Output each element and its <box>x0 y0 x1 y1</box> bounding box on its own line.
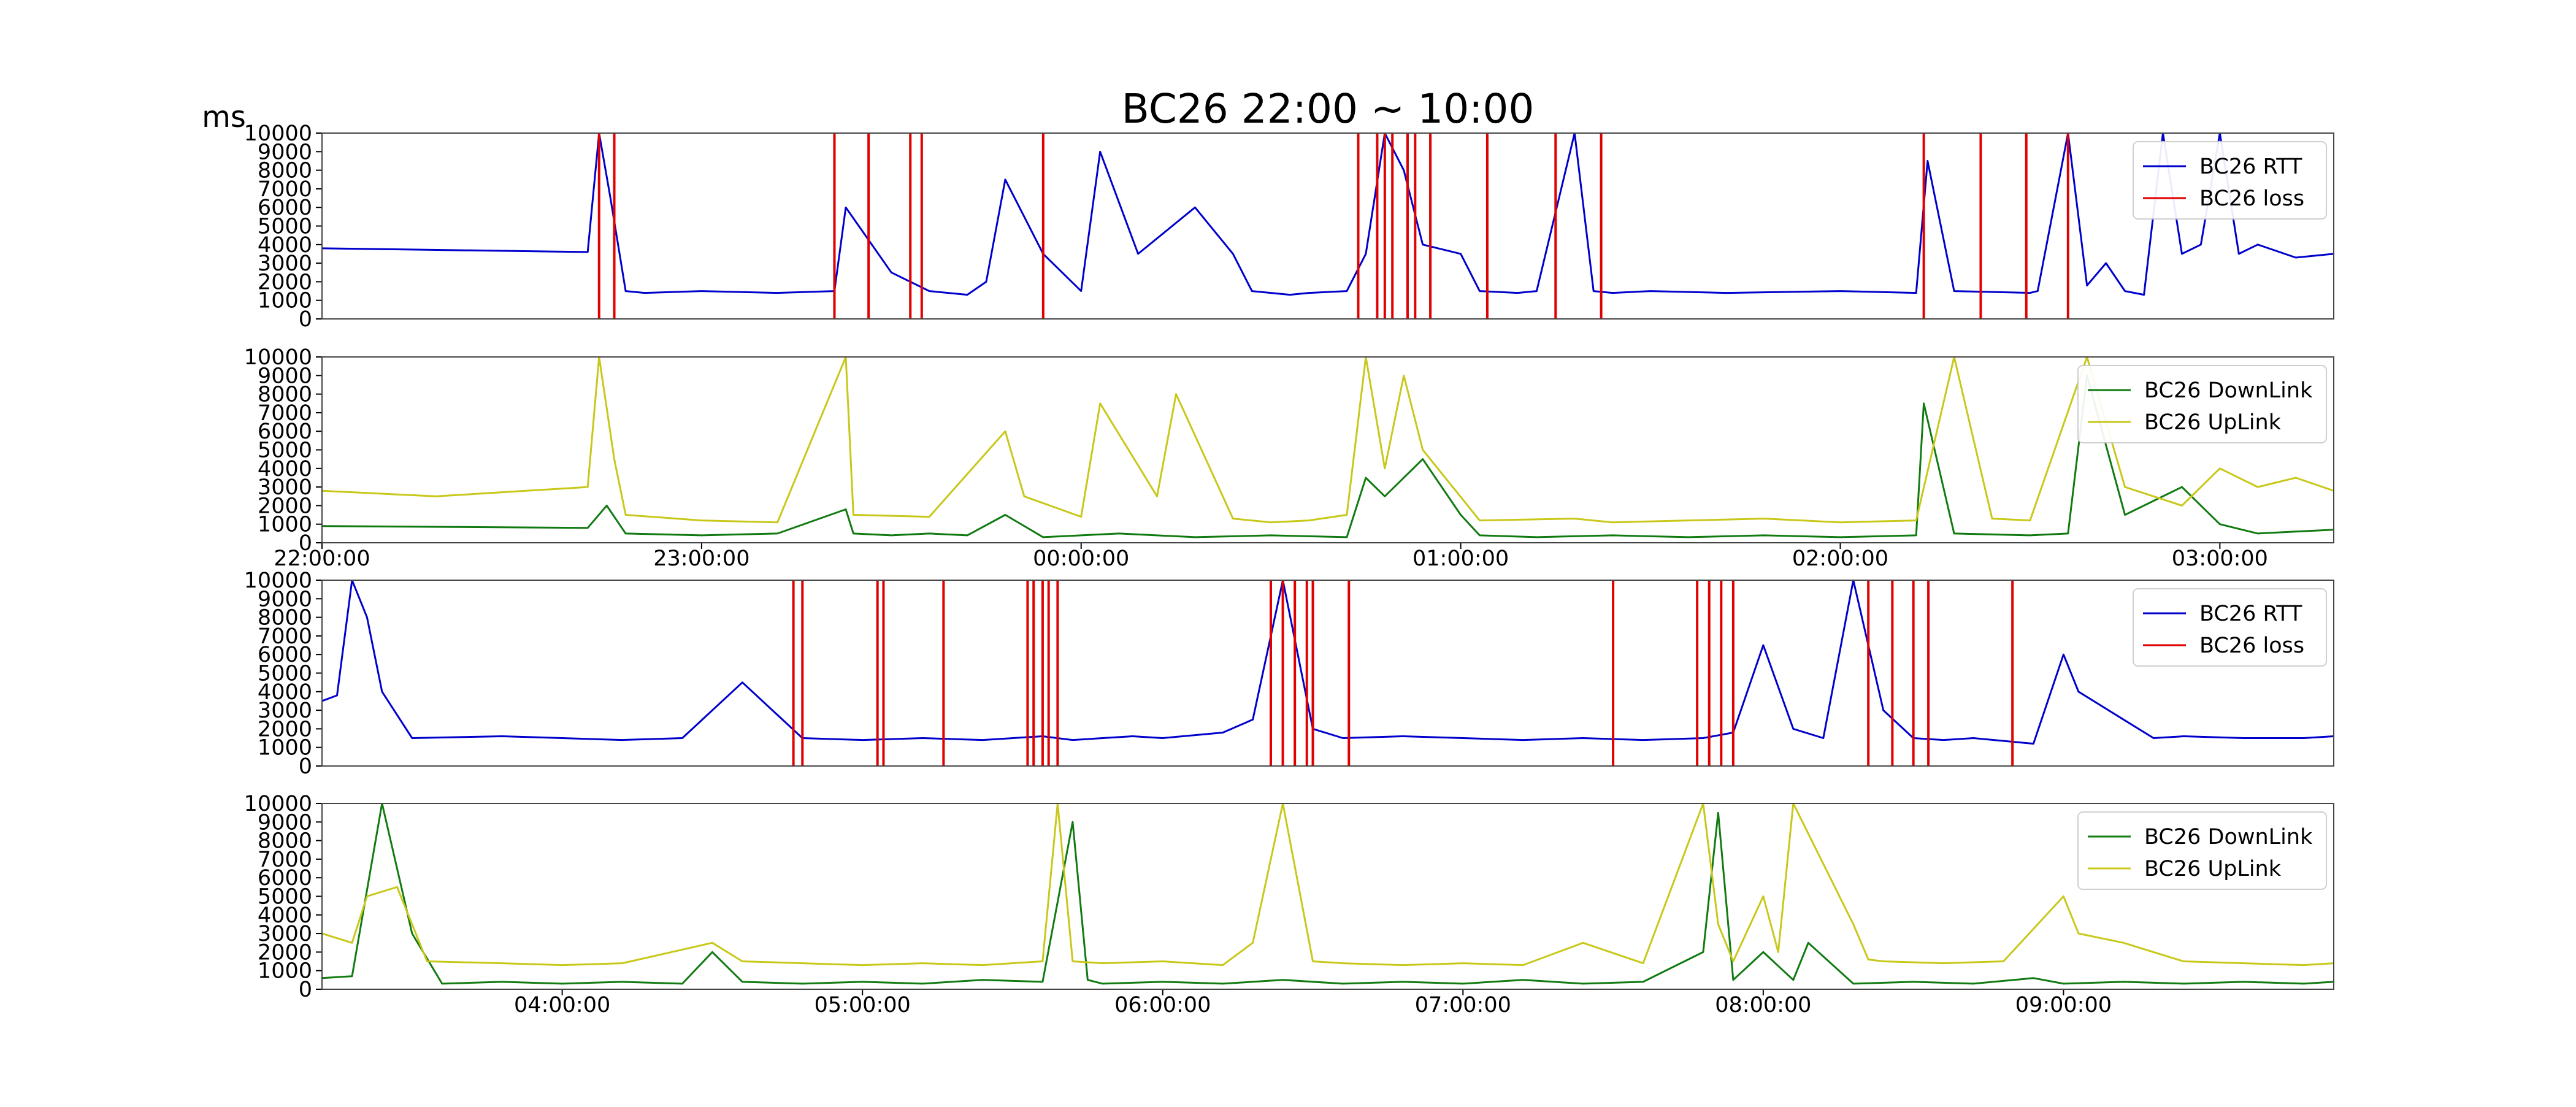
y-tick-label: 4000 <box>258 903 312 928</box>
legend-box <box>2077 811 2327 890</box>
x-tick-label: 06:00:00 <box>1114 993 1211 1017</box>
x-tick-label: 08:00:00 <box>1715 993 1811 1017</box>
y-tick-label: 8000 <box>258 606 312 630</box>
y-tick-label: 1000 <box>258 513 312 537</box>
y-tick-label: 9000 <box>258 364 312 388</box>
y-tick-label: 9000 <box>258 587 312 611</box>
x-tick-label: 23:00:00 <box>653 546 749 571</box>
x-tick-label: 07:00:00 <box>1415 993 1511 1017</box>
y-tick-label: 8000 <box>258 383 312 407</box>
y-tick-label: 8000 <box>258 159 312 183</box>
plot-frame <box>321 580 2334 767</box>
y-tick-label: 5000 <box>258 885 312 910</box>
y-tick-label: 10000 <box>244 569 312 593</box>
panel-bottom-throughput: 0100020003000400050006000700080009000100… <box>244 792 2334 1017</box>
y-tick-label: 2000 <box>258 494 312 518</box>
plot-area <box>322 803 2334 985</box>
y-tick-label: 10000 <box>244 792 312 816</box>
y-tick-label: 9000 <box>258 140 312 164</box>
legend-box <box>2133 141 2327 220</box>
x-tick-label: 02:00:00 <box>1792 546 1888 571</box>
y-tick-label: 2000 <box>258 717 312 741</box>
y-axis-unit-label: ms <box>202 100 246 134</box>
panel-top-rtt: 0100020003000400050006000700080009000100… <box>244 121 2334 332</box>
y-tick-label: 9000 <box>258 810 312 835</box>
y-tick-label: 0 <box>299 531 312 556</box>
series-line-bc26-downlink <box>322 803 2334 985</box>
panel-top-throughput: 0100020003000400050006000700080009000100… <box>244 345 2334 571</box>
plot-frame <box>321 803 2334 990</box>
y-tick-label: 10000 <box>244 345 312 370</box>
legend-label: BC26 RTT <box>2199 155 2302 179</box>
x-tick-label: 00:00:00 <box>1033 546 1129 571</box>
x-tick-label: 03:00:00 <box>2172 546 2268 571</box>
series-line-bc26-uplink <box>322 357 2334 524</box>
legend: BC26 DownLink BC26 UpLink <box>2077 365 2327 443</box>
y-tick-label: 1000 <box>258 289 312 313</box>
y-tick-label: 7000 <box>258 401 312 426</box>
y-tick-label: 1000 <box>258 959 312 984</box>
plot-area <box>322 133 2334 319</box>
legend-box <box>2077 365 2327 443</box>
y-tick-label: 3000 <box>258 922 312 946</box>
y-tick-label: 2000 <box>258 270 312 294</box>
panel-bottom-rtt: 0100020003000400050006000700080009000100… <box>244 569 2334 779</box>
y-tick-label: 4000 <box>258 680 312 705</box>
series-line-bc26-uplink <box>322 803 2334 967</box>
legend-label: BC26 UpLink <box>2144 410 2282 435</box>
y-tick-label: 6000 <box>258 643 312 667</box>
y-tick-label: 3000 <box>258 251 312 276</box>
series-line-bc26-rtt <box>322 133 2334 296</box>
x-tick-label: 04:00:00 <box>514 993 610 1017</box>
legend-label: BC26 loss <box>2199 634 2304 658</box>
y-tick-label: 4000 <box>258 233 312 258</box>
legend-label: BC26 RTT <box>2199 602 2302 626</box>
legend-label: BC26 DownLink <box>2144 825 2313 849</box>
y-tick-label: 0 <box>299 754 312 779</box>
y-tick-label: 3000 <box>258 475 312 500</box>
chart-panels: 0100020003000400050006000700080009000100… <box>244 121 2334 1017</box>
plot-frame <box>321 356 2334 543</box>
y-tick-label: 6000 <box>258 196 312 220</box>
y-tick-label: 0 <box>299 307 312 332</box>
x-tick-label: 05:00:00 <box>815 993 911 1017</box>
y-tick-label: 6000 <box>258 419 312 444</box>
y-tick-label: 5000 <box>258 215 312 239</box>
y-tick-label: 7000 <box>258 848 312 872</box>
legend: BC26 RTT BC26 loss <box>2133 141 2327 220</box>
series-line-bc26-rtt <box>322 580 2334 745</box>
y-tick-label: 1000 <box>258 736 312 760</box>
y-tick-label: 4000 <box>258 457 312 481</box>
legend-label: BC26 UpLink <box>2144 857 2282 881</box>
y-tick-label: 2000 <box>258 940 312 965</box>
y-tick-label: 8000 <box>258 829 312 854</box>
legend-label: BC26 DownLink <box>2144 378 2313 403</box>
y-tick-label: 0 <box>299 978 312 1002</box>
y-tick-label: 5000 <box>258 439 312 463</box>
plot-area <box>322 357 2334 538</box>
x-tick-label: 22:00:00 <box>274 546 370 571</box>
legend-label: BC26 loss <box>2199 186 2304 211</box>
y-tick-label: 3000 <box>258 699 312 723</box>
legend: BC26 DownLink BC26 UpLink <box>2077 811 2327 890</box>
series-line-bc26-downlink <box>322 374 2334 538</box>
legend-box <box>2133 588 2327 667</box>
y-tick-label: 7000 <box>258 177 312 202</box>
y-tick-label: 10000 <box>244 121 312 146</box>
x-tick-label: 09:00:00 <box>2015 993 2112 1017</box>
y-tick-label: 5000 <box>258 662 312 686</box>
chart-title: BC26 22:00 ~ 10:00 <box>1122 85 1535 132</box>
plot-area <box>322 580 2334 766</box>
x-tick-label: 01:00:00 <box>1413 546 1509 571</box>
y-tick-label: 6000 <box>258 866 312 891</box>
plot-frame <box>321 132 2334 320</box>
legend: BC26 RTT BC26 loss <box>2133 588 2327 667</box>
y-tick-label: 7000 <box>258 624 312 649</box>
